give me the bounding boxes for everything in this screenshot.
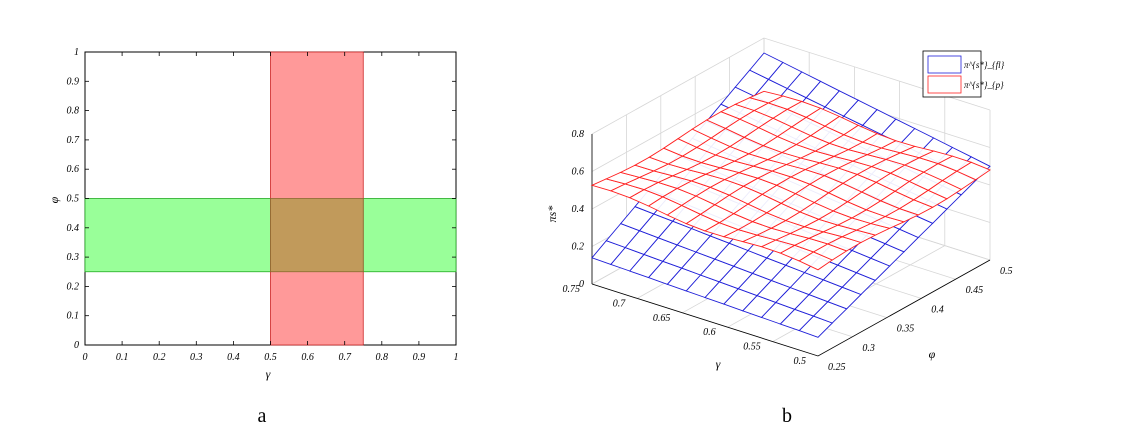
y-tick-label: 0.4	[931, 304, 944, 315]
y-tick-label: 0.7	[67, 135, 81, 146]
y-tick-label: 0.5	[67, 194, 80, 205]
base-axes-line	[591, 259, 991, 357]
x-tick-label: 0.5	[264, 352, 277, 363]
y-tick-label: 0.3	[67, 252, 80, 263]
chart-a-ylabel: φ	[47, 196, 61, 203]
x-tick-label: 0.2	[153, 352, 166, 363]
chart-a: 0 0.1 0.2 0.3 0.4 0.5 0.6 0.7 0.8 0.9 1 0 0.1 0.2 0.3 0…	[47, 47, 459, 381]
x-tick-label: 0.7	[338, 352, 352, 363]
y-tick-label: 0.25	[828, 362, 846, 373]
y-tick-label: 1	[74, 47, 79, 58]
chart-b: 0.75 0.7 0.65 0.6 0.55 0.5 0.25 0.3 0.35 0.4 0.45 0…	[545, 37, 1013, 373]
x-tick-label: 0.6	[301, 352, 314, 363]
y-tick-label: 0.2	[67, 281, 80, 292]
legend-label-p: π^{s*}_{p}	[964, 80, 1004, 90]
panel-label-b: b	[782, 405, 792, 427]
chart-b-ylabel: φ	[929, 347, 936, 361]
z-tick-label: 0.8	[572, 129, 585, 140]
y-tick-label: 0.8	[67, 106, 80, 117]
z-tick-label: 0.2	[572, 242, 585, 253]
chart-b-legend: π^{s*}_{fl} π^{s*}_{p}	[922, 50, 1005, 98]
legend-swatch-p	[927, 75, 962, 94]
y-tick-label: 0.6	[67, 164, 80, 175]
chart-b-zlabel: πs*	[545, 206, 559, 223]
x-tick-label: 0.8	[376, 352, 389, 363]
y-tick-label: 0.45	[966, 285, 984, 296]
panel-label-a: a	[258, 405, 267, 427]
x-tick-label: 0.9	[413, 352, 426, 363]
x-tick-label: 0.5	[794, 356, 807, 367]
grid-line	[591, 37, 991, 135]
x-tick-label: 0.65	[653, 313, 671, 324]
y-tick-label: 0	[74, 340, 79, 351]
x-tick-label: 0.6	[703, 327, 716, 338]
x-tick-label: 0.1	[116, 352, 129, 363]
y-tick-label: 0.4	[67, 223, 80, 234]
x-tick-label: 0	[83, 352, 88, 363]
x-tick-label: 0.4	[227, 352, 240, 363]
legend-swatch-fl	[927, 55, 962, 74]
x-tick-label: 0.7	[613, 298, 627, 309]
chart-a-xlabel: γ	[266, 367, 271, 381]
y-tick-label: 0.9	[67, 76, 80, 87]
surface-cell-fl	[748, 52, 784, 80]
y-tick-label: 0.35	[897, 324, 915, 335]
y-tick-label: 0.5	[1000, 266, 1013, 277]
surface-cell-p	[748, 90, 785, 104]
x-tick-label: 1	[454, 352, 459, 363]
x-tick-label: 0.55	[743, 342, 761, 353]
chart-b-xlabel: γ	[716, 357, 721, 371]
z-tick-label: 0.4	[572, 204, 585, 215]
z-tick-label: 0	[579, 279, 584, 290]
y-tick-label: 0.3	[862, 343, 875, 354]
x-tick-label: 0.3	[190, 352, 203, 363]
y-tick-label: 0.1	[67, 311, 80, 322]
legend-label-fl: π^{s*}_{fl}	[964, 60, 1005, 70]
region-overlap	[270, 198, 364, 273]
x-tick-label: 0.75	[563, 284, 581, 295]
z-tick-label: 0.6	[572, 167, 585, 178]
